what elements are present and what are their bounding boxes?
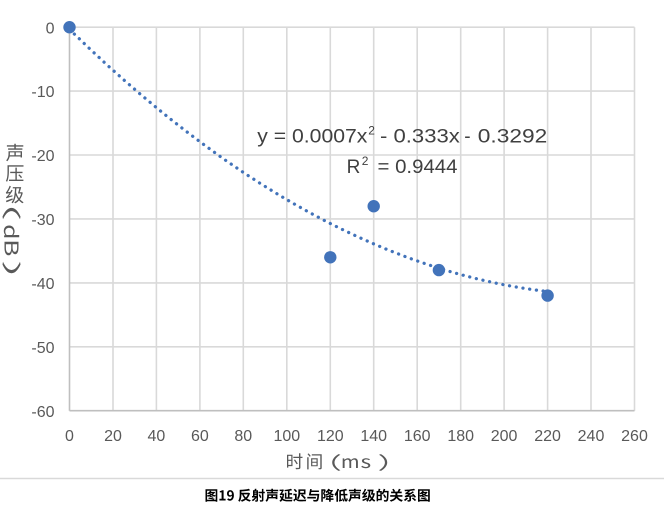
svg-text:240: 240 <box>578 428 605 445</box>
svg-text:0: 0 <box>46 20 55 37</box>
svg-text:120: 120 <box>317 428 344 445</box>
svg-text:-: - <box>464 126 470 147</box>
svg-text:-10: -10 <box>31 84 54 101</box>
svg-text:80: 80 <box>234 428 252 445</box>
svg-text:100: 100 <box>273 428 300 445</box>
svg-text:40: 40 <box>148 428 166 445</box>
svg-text:- 0.333x: - 0.333x <box>380 126 460 147</box>
svg-text:R: R <box>347 157 361 178</box>
svg-text:2: 2 <box>368 123 375 137</box>
svg-text:260: 260 <box>621 428 648 445</box>
svg-text:2: 2 <box>362 154 369 168</box>
svg-text:140: 140 <box>360 428 387 445</box>
svg-text:20: 20 <box>104 428 122 445</box>
svg-text:0: 0 <box>65 428 74 445</box>
svg-text:-60: -60 <box>31 404 54 421</box>
svg-text:0.3292: 0.3292 <box>478 126 548 147</box>
svg-text:= 0.9444: = 0.9444 <box>378 157 458 178</box>
svg-text:y = 0.0007x: y = 0.0007x <box>257 126 368 147</box>
svg-text:-50: -50 <box>31 340 54 357</box>
svg-text:60: 60 <box>191 428 209 445</box>
svg-text:-30: -30 <box>31 212 54 229</box>
svg-text:160: 160 <box>404 428 431 445</box>
svg-text:-40: -40 <box>31 276 54 293</box>
svg-text:220: 220 <box>534 428 561 445</box>
svg-text:180: 180 <box>447 428 474 445</box>
svg-text:-20: -20 <box>31 148 54 165</box>
svg-text:200: 200 <box>491 428 518 445</box>
